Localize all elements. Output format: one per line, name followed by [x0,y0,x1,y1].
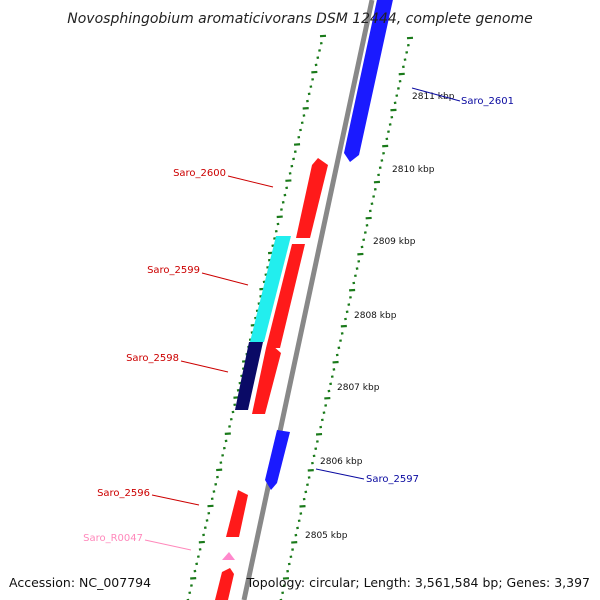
kbp-label-2811: 2811 kbp [412,92,455,102]
kbp-label-2805: 2805 kbp [305,531,348,541]
gene-feature-saro-r0047[interactable] [222,552,235,560]
leader-line-saro-2601 [411,87,461,102]
gene-feature-next[interactable] [215,568,234,600]
gene-label-saro-2601[interactable]: Saro_2601 [461,96,514,107]
leader-line-saro-r0047 [144,539,192,551]
accession-text: Accession: NC_007794 [9,575,151,590]
gene-labels: Saro_2601 Saro_2600 Saro_2599 Saro_2598 … [83,96,514,544]
gene-feature-saro-2599[interactable] [250,236,291,342]
gene-feature-saro-2598[interactable] [235,342,263,410]
gene-label-saro-r0047[interactable]: Saro_R0047 [83,533,143,544]
gene-feature-saro-2597[interactable] [265,430,290,490]
kbp-label-2810: 2810 kbp [392,165,435,175]
topology-text: Topology: circular; Length: 3,561,584 bp… [246,575,590,590]
inner-tick-track [279,36,414,600]
gene-label-leaders [144,87,461,551]
gene-label-saro-2600[interactable]: Saro_2600 [173,168,226,179]
gene-features [215,0,394,600]
leader-line-saro-2600 [227,175,274,188]
kbp-label-2808: 2808 kbp [354,311,397,321]
gene-feature-saro-2598b[interactable] [252,345,281,414]
genome-backbone [241,0,375,600]
kbp-label-2809: 2809 kbp [373,237,416,247]
gene-feature-saro-2599b[interactable] [266,244,305,348]
gene-label-saro-2596[interactable]: Saro_2596 [97,488,150,499]
gene-feature-saro-2601[interactable] [344,0,394,162]
gene-feature-saro-2596[interactable] [226,490,248,537]
leader-line-saro-2597 [315,468,365,480]
gene-feature-saro-2600[interactable] [296,158,328,238]
gene-label-saro-2597[interactable]: Saro_2597 [366,474,419,485]
gene-label-saro-2598[interactable]: Saro_2598 [126,353,179,364]
kbp-label-2806: 2806 kbp [320,457,363,467]
map-title: Novosphingobium aromaticivorans DSM 1244… [67,11,532,27]
gene-label-saro-2599[interactable]: Saro_2599 [147,265,200,276]
kbp-ruler: 2811 kbp 2810 kbp 2809 kbp 2808 kbp 2807… [305,92,455,541]
leader-line-saro-2596 [151,494,200,506]
kbp-label-2807: 2807 kbp [337,383,380,393]
leader-line-saro-2598 [180,360,229,373]
leader-line-saro-2599 [201,272,249,286]
